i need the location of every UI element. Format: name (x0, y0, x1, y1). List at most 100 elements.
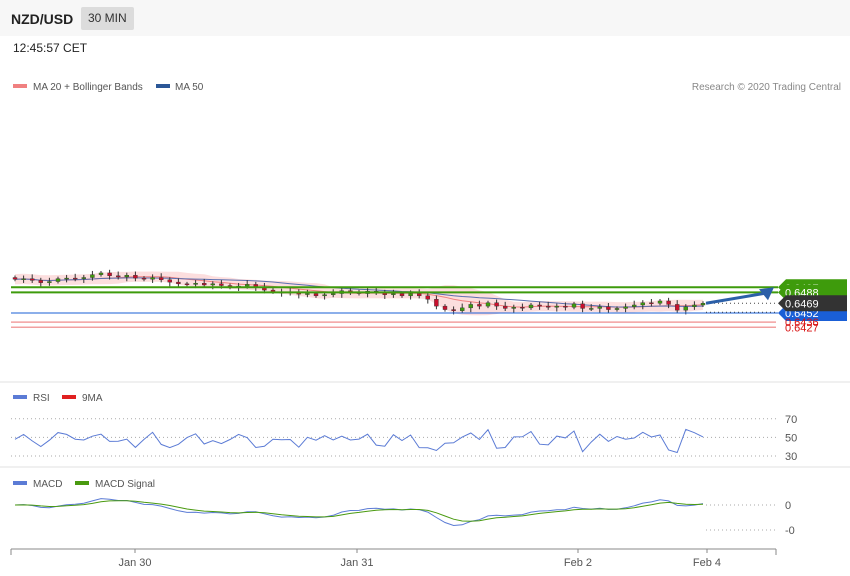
candle (649, 298, 654, 307)
macd-signal-line (14, 500, 704, 522)
rsi-line (14, 428, 704, 454)
legend-9ma-label: 9MA (82, 393, 103, 404)
candle (176, 278, 181, 287)
candle (184, 281, 190, 287)
candle-body-up (21, 278, 26, 280)
candle (107, 269, 112, 280)
candle-body-up (124, 275, 130, 278)
candle (391, 289, 396, 298)
candle-body-down (442, 305, 448, 310)
candle-body-up (640, 302, 645, 306)
candle (494, 299, 499, 310)
candle-body-down (115, 275, 121, 278)
candle-body-down (141, 277, 147, 280)
candle-body-down (434, 299, 439, 307)
legend-rsi-swatch (13, 395, 27, 399)
candle (468, 301, 473, 313)
timeframe-button[interactable]: 30 MIN (81, 7, 134, 30)
rsi-level-label-70: 70 (785, 414, 797, 426)
current-price-tag (778, 295, 847, 312)
candle (133, 271, 138, 282)
macd-plot: 0 -0 (14, 498, 795, 537)
x-label: Feb 2 (564, 557, 592, 569)
rsi-level-label-30: 30 (785, 451, 797, 463)
candle (141, 276, 147, 282)
current-price-label: 0.6469 (785, 298, 819, 310)
projection-arrow-shaft (705, 291, 766, 305)
ma50-line (14, 277, 704, 308)
candle-body-down (12, 277, 18, 280)
candle-body-up (322, 294, 327, 297)
candle (12, 275, 18, 282)
candle (546, 301, 551, 310)
level-label-0.6436: 0.6436 (785, 317, 819, 329)
candle (666, 297, 671, 309)
timestamp: 12:45:57 CET (13, 41, 88, 55)
candle (614, 306, 620, 312)
candle-body-down (675, 304, 680, 311)
candle (537, 301, 542, 310)
candle (72, 273, 78, 282)
candle-body-up (511, 307, 516, 309)
candle-body-up (683, 306, 688, 311)
level-label-0.6427: 0.6427 (785, 322, 819, 334)
candle (632, 300, 637, 310)
legend-ma20-swatch (13, 84, 27, 88)
candle-body-up (614, 308, 620, 310)
candle (597, 304, 602, 313)
candle (640, 300, 645, 310)
legend-ma50-label: MA 50 (175, 82, 204, 93)
candle (98, 270, 104, 277)
candle-body-up (55, 278, 61, 282)
candle (305, 289, 310, 298)
candle-body-down (399, 293, 405, 297)
candle-body-down (563, 305, 568, 308)
candle-body-up (210, 283, 216, 286)
copyright-note: Research © 2020 Trading Central (692, 82, 841, 93)
candle (606, 302, 611, 313)
candle-body-up (692, 304, 697, 307)
candle (563, 302, 568, 311)
candle-body-up (700, 303, 706, 306)
candle-body-up (150, 277, 155, 280)
candle (158, 273, 164, 283)
candle-body-up (468, 304, 473, 309)
rsi-plot: 70 50 30 (11, 414, 797, 463)
candle (700, 301, 706, 307)
candle-body-down (219, 283, 224, 286)
candle-body-down (201, 283, 207, 286)
x-label: Jan 30 (118, 557, 151, 569)
candle-body-down (503, 305, 508, 309)
legend-macd-signal-swatch (75, 481, 89, 485)
candle (520, 303, 525, 311)
candle-body-down (477, 304, 482, 307)
legend-ma50-swatch (156, 84, 170, 88)
candle-body-down (451, 309, 456, 311)
candle-body-up (331, 293, 336, 295)
candle-body-up (47, 281, 52, 283)
candle-body-down (666, 300, 671, 305)
candle-body-up (244, 284, 250, 287)
macd-level-label-0: 0 (785, 500, 791, 512)
candle (554, 303, 559, 312)
candle (675, 300, 680, 313)
symbol-title: NZD/USD (11, 11, 74, 27)
candle (485, 300, 491, 309)
candle-body-up (571, 303, 577, 308)
candle-body-down (30, 278, 35, 281)
candle-body-up (657, 300, 663, 304)
candle (589, 304, 594, 311)
projection-arrow-head (759, 287, 774, 301)
candle (434, 295, 439, 310)
candle-body-up (81, 277, 87, 279)
candle (30, 274, 35, 283)
candle-body-up (193, 283, 198, 285)
candle-body-down (313, 293, 319, 297)
candle-body-up (391, 293, 396, 295)
candle (150, 274, 155, 283)
candle-body-down (133, 275, 138, 279)
candle (425, 293, 430, 304)
candle-body-down (72, 277, 78, 280)
candle (90, 270, 95, 281)
